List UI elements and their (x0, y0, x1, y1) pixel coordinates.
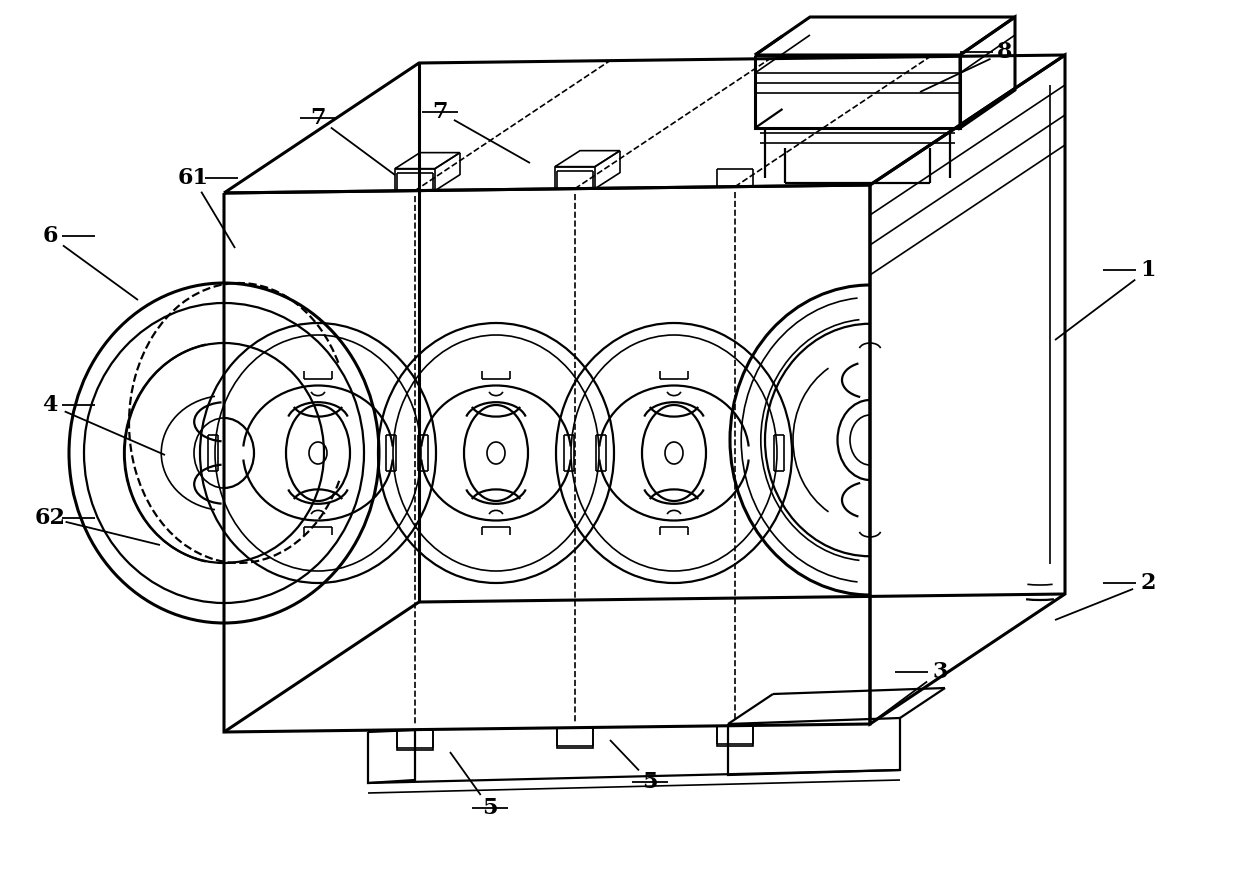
Text: 61: 61 (177, 167, 208, 189)
Text: 2: 2 (1140, 572, 1156, 594)
Text: 7: 7 (432, 101, 447, 123)
Text: 5: 5 (642, 771, 658, 793)
Text: 8: 8 (997, 41, 1012, 63)
Text: 7: 7 (310, 107, 326, 129)
Text: 4: 4 (42, 394, 58, 416)
Text: 6: 6 (42, 225, 58, 247)
Text: 3: 3 (932, 661, 948, 683)
Text: 5: 5 (482, 797, 498, 819)
Text: 1: 1 (1140, 259, 1156, 281)
Text: 62: 62 (35, 507, 66, 529)
